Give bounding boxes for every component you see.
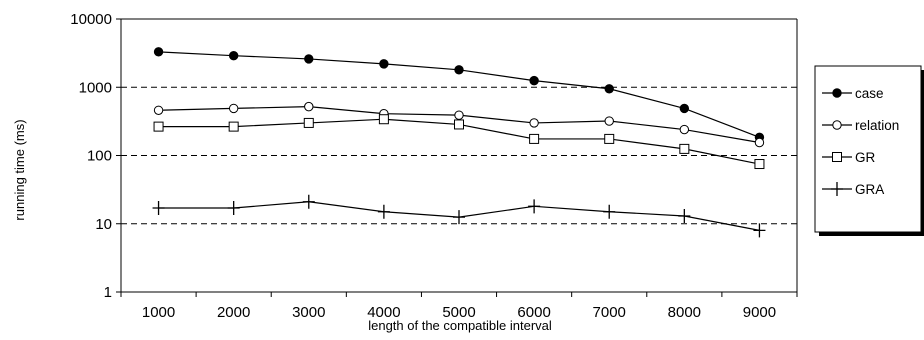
legend-item-gra: GRA <box>822 182 884 197</box>
y-tick-label: 10 <box>95 216 112 233</box>
x-tick-labels: 1000 2000 3000 4000 5000 6000 7000 8000 9000 <box>142 304 776 321</box>
data-point-case <box>304 54 314 64</box>
y-tick-label: 10000 <box>70 11 112 28</box>
x-tick-label: 3000 <box>292 304 325 321</box>
x-tick-label: 6000 <box>517 304 550 321</box>
gridlines <box>121 86 797 225</box>
y-tick-label: 1000 <box>79 79 112 96</box>
series-layer <box>152 47 766 238</box>
data-point-gr <box>228 121 239 132</box>
legend-item-relation: relation <box>822 118 899 133</box>
data-point-relation <box>228 103 239 114</box>
x-axis-label: length of the compatible interval <box>368 318 552 333</box>
data-point-gr <box>604 133 615 144</box>
y-tick-label: 100 <box>87 148 112 165</box>
data-point-case <box>529 75 539 86</box>
x-tick-label: 2000 <box>217 304 250 321</box>
x-tick-label: 7000 <box>593 304 626 321</box>
data-point-relation <box>679 124 690 135</box>
data-point-relation <box>604 116 614 126</box>
legend-marker-relation <box>832 120 842 130</box>
x-tick-label: 8000 <box>668 304 701 321</box>
data-point-case <box>153 47 164 57</box>
axes <box>116 18 798 297</box>
y-tick-labels: 1 10 100 1000 10000 <box>70 11 112 301</box>
data-point-gra <box>603 204 616 219</box>
data-point-gra <box>377 204 390 219</box>
data-point-relation <box>153 105 164 115</box>
data-point-gra <box>302 194 315 209</box>
legend-label-gra: GRA <box>855 182 884 197</box>
data-point-gr <box>378 114 389 125</box>
series-gra <box>152 194 766 238</box>
data-point-case <box>379 59 389 69</box>
legend-label-gr: GR <box>855 150 876 165</box>
data-point-relation <box>454 110 464 120</box>
y-axis-label: running time (ms) <box>12 119 27 220</box>
data-point-gra <box>453 210 465 225</box>
series-gr <box>153 114 765 170</box>
data-point-gra <box>678 208 691 223</box>
data-point-gra <box>152 201 165 216</box>
x-tick-label: 5000 <box>442 304 475 321</box>
x-tick-label: 9000 <box>743 304 776 321</box>
data-point-gra <box>528 199 541 214</box>
data-point-relation <box>754 137 765 148</box>
data-point-relation <box>529 118 539 128</box>
series-case <box>153 47 765 142</box>
data-point-gr <box>303 117 314 128</box>
legend: case relation GR GRA <box>814 65 924 236</box>
legend-marker-case <box>832 88 842 98</box>
data-point-gra <box>227 201 240 216</box>
data-point-case <box>679 103 690 114</box>
data-point-gr <box>679 143 690 154</box>
y-tick-label: 1 <box>104 284 112 301</box>
legend-item-gr: GR <box>822 150 876 165</box>
data-point-case <box>604 84 614 94</box>
data-point-gr <box>153 121 164 132</box>
data-point-case <box>228 50 239 61</box>
x-tick-label: 1000 <box>142 304 175 321</box>
legend-label-case: case <box>855 86 884 101</box>
legend-marker-gr <box>832 152 842 162</box>
data-point-gr <box>754 159 765 170</box>
legend-label-relation: relation <box>855 118 899 133</box>
legend-item-case: case <box>822 86 884 101</box>
data-point-gr <box>529 133 540 144</box>
data-point-relation <box>304 101 314 112</box>
legend-marker-gra <box>831 182 843 196</box>
data-point-gra <box>753 223 766 238</box>
x-tick-label: 4000 <box>367 304 400 321</box>
data-point-gr <box>454 119 464 130</box>
data-point-case <box>454 65 464 75</box>
legend-items: case relation GR GRA <box>822 86 899 197</box>
